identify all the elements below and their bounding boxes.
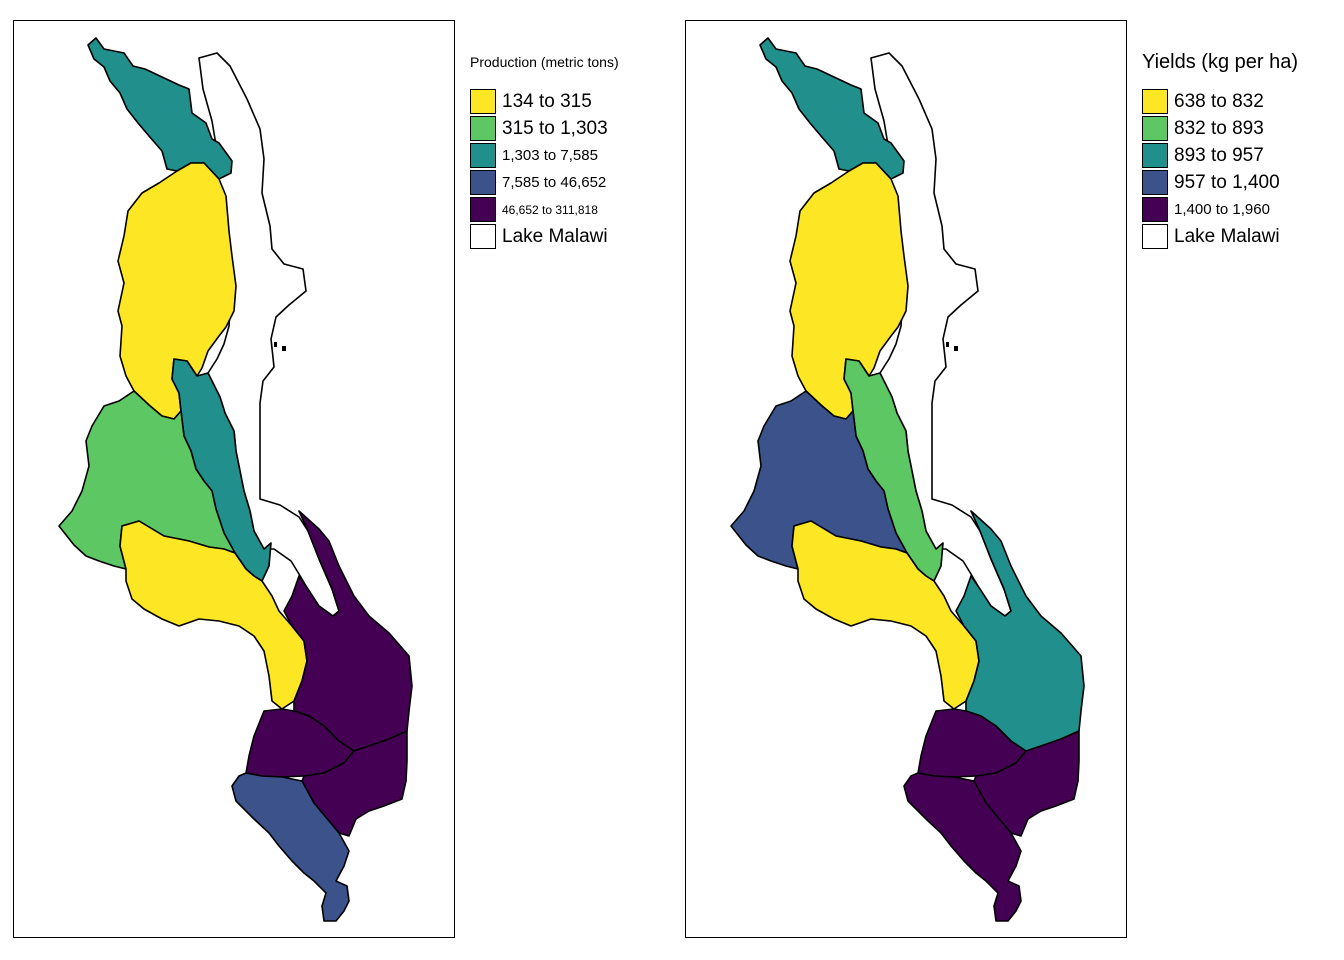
legend-swatch [470,143,496,168]
region-north-tip [759,37,905,180]
region-south-west [231,772,350,922]
yields-map-frame [685,20,1127,938]
island-marker [282,346,286,351]
legend-label: Lake Malawi [502,225,608,247]
legend-label: Lake Malawi [1174,225,1280,247]
legend-items: 638 to 832 832 to 893 893 to 957 957 to … [1142,88,1332,250]
legend-item: 315 to 1,303 [470,115,660,142]
legend-swatch [470,197,496,222]
yields-legend: Yields (kg per ha) 638 to 832 832 to 893… [1142,52,1332,266]
legend-swatch [1142,143,1168,168]
legend-item: 893 to 957 [1142,142,1332,169]
legend-swatch [1142,89,1168,114]
legend-item: 1,400 to 1,960 [1142,196,1332,223]
legend-label: 957 to 1,400 [1174,171,1280,193]
legend-swatch [470,170,496,195]
legend-label: 315 to 1,303 [502,117,608,139]
legend-item: 7,585 to 46,652 [470,169,660,196]
yields-map-panel: Yields (kg per ha) 638 to 832 832 to 893… [672,0,1344,960]
legend-label: 1,303 to 7,585 [502,147,598,164]
production-map [58,37,413,922]
production-legend: Production (metric tons) 134 to 315 315 … [470,52,660,266]
legend-item: 957 to 1,400 [1142,169,1332,196]
legend-label: 893 to 957 [1174,144,1264,166]
legend-items: 134 to 315 315 to 1,303 1,303 to 7,585 7… [470,88,660,250]
legend-swatch [1142,116,1168,141]
legend-label: 7,585 to 46,652 [502,174,607,191]
legend-label: 134 to 315 [502,90,592,112]
legend-item: Lake Malawi [1142,223,1332,250]
legend-item: 638 to 832 [1142,88,1332,115]
legend-label: 46,652 to 311,818 [502,202,598,217]
yields-map [730,37,1085,922]
legend-swatch [470,116,496,141]
region-south-west [903,772,1022,922]
region-south-east [973,730,1080,837]
legend-swatch [1142,197,1168,222]
legend-item: Lake Malawi [470,223,660,250]
island-marker [274,342,277,347]
island-marker [954,346,958,351]
legend-label: 832 to 893 [1174,117,1264,139]
region-north-tip [87,37,233,180]
legend-swatch [1142,224,1168,249]
legend-swatch [470,224,496,249]
legend-item: 46,652 to 311,818 [470,196,660,223]
legend-item: 832 to 893 [1142,115,1332,142]
production-map-panel: Production (metric tons) 134 to 315 315 … [13,20,660,938]
legend-title: Production (metric tons) [470,54,619,70]
region-south-east [301,730,408,837]
legend-item: 134 to 315 [470,88,660,115]
legend-swatch [470,89,496,114]
legend-label: 1,400 to 1,960 [1174,201,1270,218]
legend-label: 638 to 832 [1174,90,1264,112]
island-marker [946,342,949,347]
production-map-frame [13,20,455,938]
legend-item: 1,303 to 7,585 [470,142,660,169]
legend-swatch [1142,170,1168,195]
legend-title: Yields (kg per ha) [1142,51,1298,73]
